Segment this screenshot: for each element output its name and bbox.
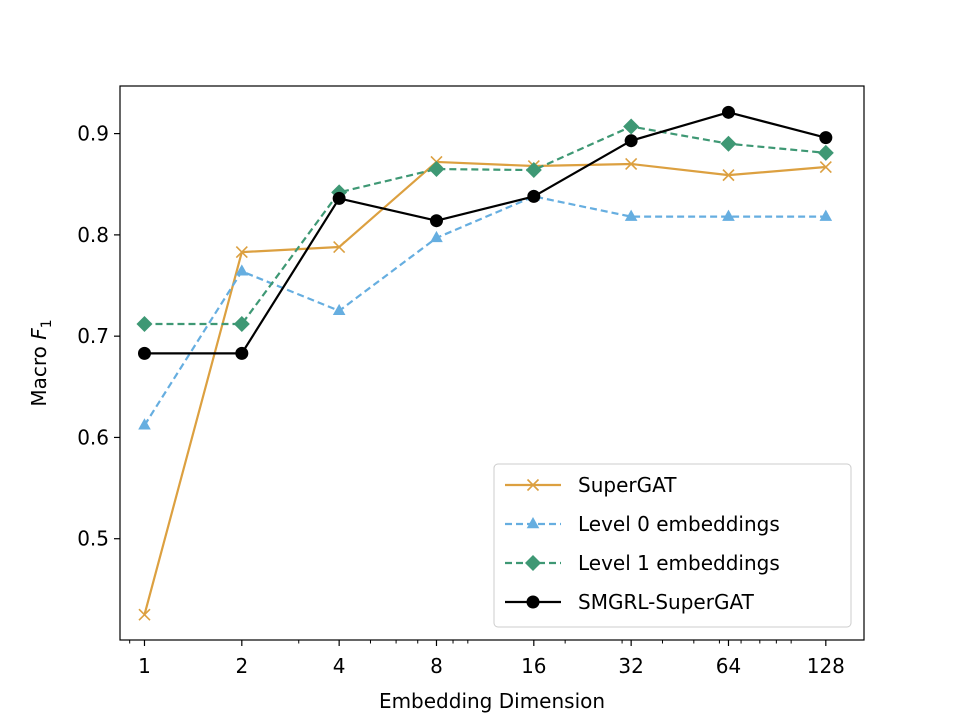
plot-frame xyxy=(119,85,865,641)
series-smgrl-supergat xyxy=(137,105,833,360)
y-tick-label: 0.6 xyxy=(77,425,109,449)
data-point xyxy=(625,157,638,171)
data-point xyxy=(819,209,833,221)
y-tick-label: 0.9 xyxy=(77,122,109,146)
x-axis-ticks: 1 2 4 8 16 32 64 128 xyxy=(129,640,845,678)
data-point xyxy=(138,418,151,430)
data-point xyxy=(429,214,443,228)
legend-item-supergat: SuperGAT xyxy=(505,473,677,497)
data-point xyxy=(720,135,737,152)
y-tick-label: 0.5 xyxy=(77,527,109,551)
series-level-0-embeddings xyxy=(138,189,833,430)
x-tick-label: 1 xyxy=(138,654,151,678)
series-line xyxy=(143,160,826,615)
data-point xyxy=(624,209,638,221)
data-point xyxy=(819,131,833,145)
legend-marker xyxy=(526,595,540,609)
data-point xyxy=(235,264,249,276)
legend-label: SuperGAT xyxy=(578,473,677,497)
data-point xyxy=(623,118,640,135)
data-point xyxy=(525,162,542,179)
data-point xyxy=(722,209,735,221)
legend-item-smgrl-supergat: SMGRL-SuperGAT xyxy=(505,590,755,614)
x-tick-label: 128 xyxy=(807,654,845,678)
x-tick-label: 4 xyxy=(333,654,346,678)
legend-label: Level 1 embeddings xyxy=(578,551,780,575)
legend-item-level-1-embeddings: Level 1 embeddings xyxy=(505,551,780,575)
data-point xyxy=(527,189,541,203)
data-point xyxy=(332,191,346,205)
series-layer xyxy=(136,105,834,621)
legend: SuperGAT Level 0 embeddings Level 1 embedd… xyxy=(493,463,852,628)
data-point xyxy=(333,240,346,254)
y-axis-ticks: 0.5 0.6 0.7 0.8 0.9 xyxy=(77,122,120,551)
data-point xyxy=(721,105,735,119)
data-point xyxy=(819,160,832,174)
data-point xyxy=(138,608,151,621)
x-tick-label: 64 xyxy=(716,654,741,678)
x-tick-label: 8 xyxy=(430,654,443,678)
x-axis-label: Embedding Dimension xyxy=(379,689,605,713)
series-line xyxy=(144,111,827,355)
data-point xyxy=(137,346,151,360)
series-level-1-embeddings xyxy=(136,118,834,333)
data-point xyxy=(235,346,249,360)
data-point xyxy=(430,230,443,243)
legend-marker xyxy=(526,517,540,529)
series-line xyxy=(143,195,826,426)
data-point xyxy=(235,246,248,259)
data-point xyxy=(428,161,445,178)
legend-label: Level 0 embeddings xyxy=(578,512,780,536)
legend-box xyxy=(493,463,852,628)
data-point xyxy=(817,144,834,161)
x-tick-label: 32 xyxy=(618,654,643,678)
data-point xyxy=(722,169,735,182)
y-tick-label: 0.8 xyxy=(77,223,109,247)
x-tick-label: 2 xyxy=(235,654,248,678)
x-tick-label: 16 xyxy=(521,654,546,678)
series-line xyxy=(144,125,826,326)
legend-marker xyxy=(526,478,540,492)
legend-item-level-0-embeddings: Level 0 embeddings xyxy=(505,512,780,536)
data-point xyxy=(136,316,153,333)
data-point xyxy=(332,303,346,316)
y-axis-label: Macro F1 xyxy=(27,319,55,406)
y-tick-label: 0.7 xyxy=(77,324,109,348)
legend-label: SMGRL-SuperGAT xyxy=(578,590,755,614)
data-point xyxy=(233,316,250,333)
legend-marker xyxy=(525,555,541,571)
data-point xyxy=(624,134,638,148)
